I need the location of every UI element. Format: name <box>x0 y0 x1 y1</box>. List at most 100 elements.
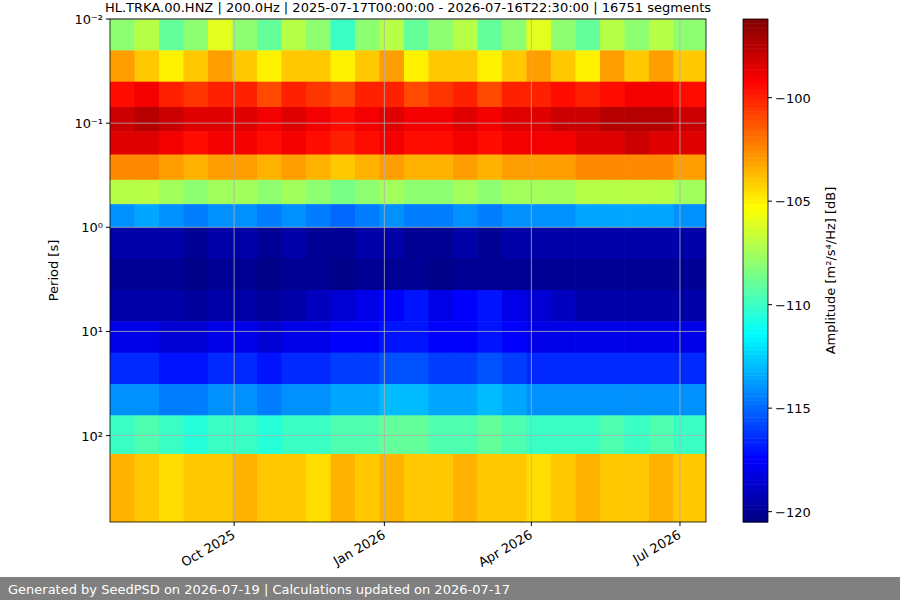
colorbar-step <box>743 455 768 460</box>
cell <box>110 321 135 353</box>
cell <box>404 259 429 291</box>
cell <box>673 82 706 108</box>
cell <box>306 290 331 322</box>
cell <box>477 454 502 522</box>
cell <box>232 107 257 132</box>
colorbar-step <box>743 166 768 171</box>
grid-line <box>234 19 235 522</box>
cell <box>453 290 478 322</box>
cell <box>159 259 184 291</box>
colorbar-step <box>743 266 768 271</box>
cell <box>110 131 135 155</box>
colorbar-step <box>743 338 768 343</box>
cell <box>134 384 159 416</box>
cell <box>624 321 649 353</box>
cell <box>428 107 453 132</box>
colorbar-step <box>743 271 768 276</box>
cell <box>404 131 429 155</box>
cell <box>575 107 600 132</box>
colorbar-step <box>743 61 768 66</box>
cell <box>355 82 380 108</box>
colorbar-step <box>743 191 768 196</box>
cell <box>183 19 208 51</box>
colorbar-step <box>743 283 768 288</box>
cell <box>232 321 257 353</box>
cell <box>232 353 257 385</box>
cell <box>232 50 257 82</box>
cell <box>379 415 404 454</box>
colorbar-tick <box>768 408 772 409</box>
cell <box>453 204 478 228</box>
cell <box>330 131 355 155</box>
cell <box>673 180 706 205</box>
cell <box>404 321 429 353</box>
colorbar-step <box>743 434 768 439</box>
cell <box>404 227 429 259</box>
cell <box>110 107 135 132</box>
cell <box>355 204 380 228</box>
colorbar-tick-label: −105 <box>775 194 811 209</box>
colorbar-step <box>743 417 768 422</box>
colorbar-step <box>743 182 768 187</box>
cell <box>257 19 282 51</box>
cell <box>379 321 404 353</box>
cell <box>159 290 184 322</box>
plot-frame <box>110 19 706 522</box>
cell <box>673 454 706 522</box>
cell <box>110 154 135 180</box>
cell <box>575 415 600 454</box>
colorbar-step <box>743 216 768 221</box>
cell <box>502 204 527 228</box>
colorbar-step <box>743 124 768 129</box>
colorbar-step <box>743 342 768 347</box>
cell <box>330 290 355 322</box>
cell <box>159 131 184 155</box>
colorbar-step <box>743 308 768 313</box>
cell <box>110 82 135 108</box>
cell <box>306 384 331 416</box>
cell <box>453 82 478 108</box>
cell <box>526 290 551 322</box>
colorbar-step <box>743 379 768 384</box>
colorbar-step <box>743 187 768 192</box>
colorbar-step <box>743 505 768 510</box>
cell <box>281 131 306 155</box>
cell <box>257 384 282 416</box>
cell <box>624 227 649 259</box>
cell <box>502 180 527 205</box>
cell <box>306 107 331 132</box>
cell <box>649 82 674 108</box>
colorbar-step <box>743 94 768 99</box>
x-tick <box>234 522 235 526</box>
cell <box>551 227 576 259</box>
cell <box>208 50 233 82</box>
colorbar-step <box>743 409 768 414</box>
cell <box>624 180 649 205</box>
cell <box>502 50 527 82</box>
colorbar-step <box>743 354 768 359</box>
cell <box>159 454 184 522</box>
colorbar-step <box>743 120 768 125</box>
cell <box>428 290 453 322</box>
y-tick-label: 10² <box>81 429 103 444</box>
colorbar-step <box>743 23 768 28</box>
cell <box>134 19 159 51</box>
cell <box>306 227 331 259</box>
cell <box>355 415 380 454</box>
colorbar-tick-label: −100 <box>775 91 811 106</box>
cell <box>306 180 331 205</box>
y-tick-label: 10⁻¹ <box>74 116 103 131</box>
cell <box>551 19 576 51</box>
colorbar-step <box>743 463 768 468</box>
cell <box>355 19 380 51</box>
colorbar-step <box>743 220 768 225</box>
cell <box>379 107 404 132</box>
colorbar-step <box>743 203 768 208</box>
cell <box>428 19 453 51</box>
cell <box>649 50 674 82</box>
cell <box>110 415 135 454</box>
colorbar-step <box>743 367 768 372</box>
y-tick <box>106 19 110 20</box>
cell <box>502 131 527 155</box>
colorbar-step <box>743 53 768 58</box>
